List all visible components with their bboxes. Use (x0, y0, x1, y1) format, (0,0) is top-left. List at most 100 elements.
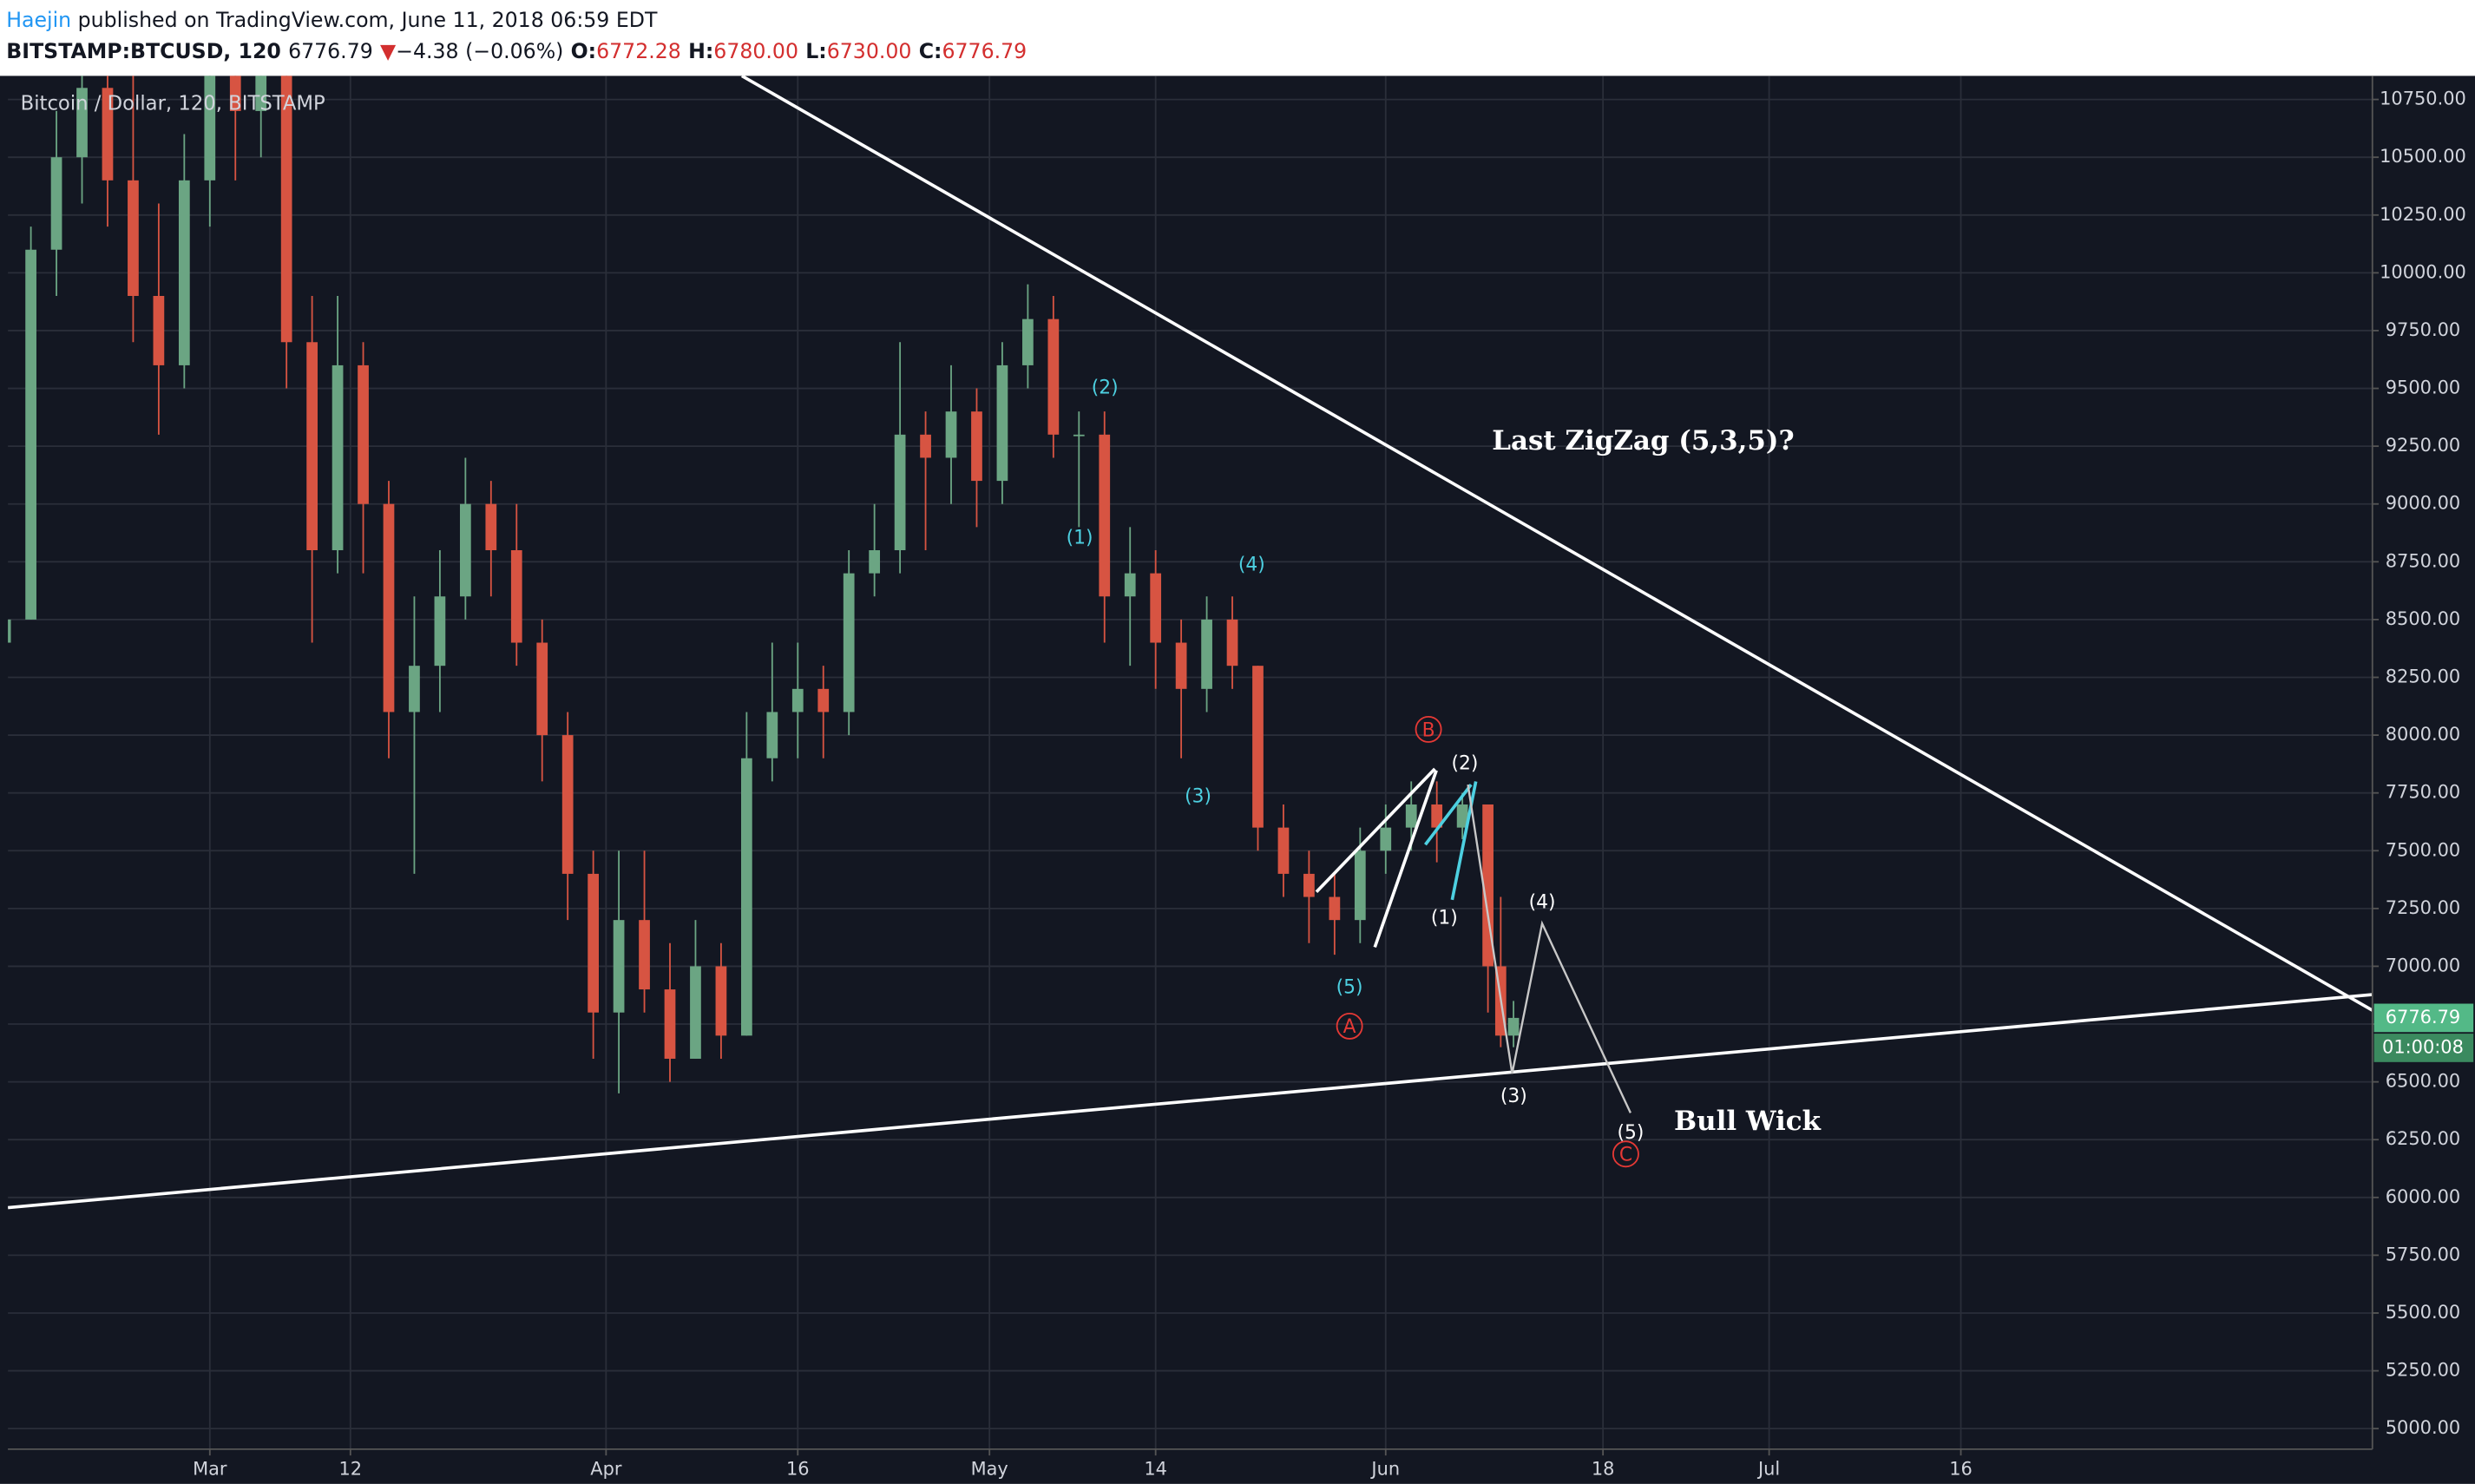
candle-body (1354, 850, 1366, 921)
candle-body (715, 966, 727, 1036)
candle-body (843, 573, 855, 712)
candle-body (1252, 666, 1264, 828)
h-label: H: (688, 39, 713, 63)
candle-body (1047, 318, 1060, 435)
x-tick-label: 16 (786, 1459, 810, 1480)
x-tick-label: Jun (1369, 1459, 1400, 1480)
candle-body (459, 503, 471, 597)
h: 6780.00 (713, 39, 798, 63)
wave-label: C (1619, 1145, 1632, 1166)
candle-body (383, 503, 395, 712)
chart-title: Bitcoin / Dollar, 120, BITSTAMP (21, 93, 325, 115)
wave-circle (1415, 715, 1442, 743)
candle-body (1099, 434, 1111, 597)
candle-body (306, 342, 318, 550)
candle-body (588, 873, 600, 1013)
candle-body (894, 434, 906, 550)
candle-body (920, 434, 931, 458)
candles (8, 76, 1520, 1093)
candle-body (1405, 804, 1417, 828)
candle-body (229, 76, 241, 111)
wave-label: (3) (1500, 1086, 1527, 1107)
candle-body (434, 596, 446, 666)
trendline (8, 993, 2373, 1210)
change: −4.38 (−0.06%) (396, 39, 563, 63)
candle-body (791, 688, 804, 712)
x-tick-label: Mar (193, 1459, 227, 1480)
wedge-line (1373, 770, 1438, 949)
wave-label: (1) (1067, 527, 1093, 548)
header-line: Haejin published on TradingView.com, Jun… (6, 7, 658, 31)
o-label: O: (571, 39, 597, 63)
annotations: (2) (1) (4) (3) (5) A B (2) (1) (4) (3) … (1067, 378, 1822, 1168)
wave-circle (1336, 1012, 1363, 1040)
y-tick-label: 7000.00 (2386, 955, 2460, 975)
candle-body (1277, 827, 1290, 874)
grid (8, 76, 2373, 1449)
c: 6776.79 (942, 39, 1027, 63)
countdown-tag (2373, 1034, 2474, 1062)
x-tick-label: May (971, 1459, 1008, 1480)
trendline (740, 76, 2373, 1012)
wave-label: B (1422, 719, 1435, 741)
y-tick-label: 9500.00 (2386, 378, 2460, 398)
candle-body (1507, 1017, 1520, 1036)
wedge-line (1424, 784, 1473, 846)
countdown-label: 01:00:08 (2382, 1036, 2464, 1057)
wave-label: (2) (1451, 752, 1478, 774)
last: 6776.79 (288, 39, 373, 63)
candle-body (178, 180, 190, 365)
y-tick-label: 9000.00 (2386, 493, 2460, 514)
wave-label: (5) (1617, 1122, 1644, 1144)
x-tick-label: Jul (1756, 1459, 1780, 1480)
candle-body (561, 735, 574, 874)
price-tag (2373, 1003, 2474, 1033)
candle-body (1329, 896, 1341, 921)
header-bg (0, 0, 2475, 76)
candle-body (76, 88, 88, 158)
y-tick-label: 10250.00 (2380, 204, 2466, 225)
candle-body (1022, 318, 1034, 365)
candle-body (1150, 573, 1162, 643)
y-tick-label: 8750.00 (2386, 550, 2460, 571)
arrow: ▼ (380, 39, 397, 63)
wave-label: (2) (1092, 378, 1119, 399)
candle-body (128, 180, 139, 297)
candle-body (1226, 619, 1238, 666)
axes: 5000.00 5250.00 5500.00 5750.00 6000.00 6250.… (193, 89, 2474, 1480)
user[interactable]: Haejin (6, 7, 71, 31)
y-tick-label: 7500.00 (2386, 839, 2460, 860)
y-tick-label: 7250.00 (2386, 897, 2460, 918)
wave-label: (5) (1336, 977, 1363, 999)
y-tick-label: 8500.00 (2386, 608, 2460, 629)
y-tick-label: 9750.00 (2386, 319, 2460, 340)
wave-label: A (1343, 1016, 1356, 1038)
x-tick-label: 14 (1144, 1459, 1167, 1480)
chart-bg (0, 76, 2475, 1484)
candle-body (741, 758, 752, 1036)
candle-body (817, 688, 830, 712)
candle-body (1124, 573, 1136, 597)
x-tick-label: 18 (1592, 1459, 1615, 1480)
l: 6730.00 (827, 39, 912, 63)
wedge-line (1450, 781, 1478, 901)
candle-body (255, 76, 267, 111)
l-label: L: (805, 39, 827, 63)
c-label: C: (919, 39, 942, 63)
candle-body (1201, 619, 1212, 689)
candle-body (1303, 873, 1315, 897)
y-tick-label: 5250.00 (2386, 1360, 2460, 1381)
y-tick-label: 6000.00 (2386, 1186, 2460, 1207)
note: Bull Wick (1674, 1106, 1822, 1137)
symbol-line: BITSTAMP:BTCUSD, 120 6776.79 ▼−4.38 (−0.… (6, 39, 1027, 63)
y-tick-label: 8250.00 (2386, 666, 2460, 686)
projection (1467, 784, 1631, 1113)
y-tick-label: 6500.00 (2386, 1071, 2460, 1092)
candle-body (766, 712, 778, 758)
note: Last ZigZag (5,3,5)? (1492, 425, 1794, 456)
x-tick-label: 12 (338, 1459, 362, 1480)
candle-body (280, 76, 292, 343)
candle-body (1073, 434, 1085, 437)
